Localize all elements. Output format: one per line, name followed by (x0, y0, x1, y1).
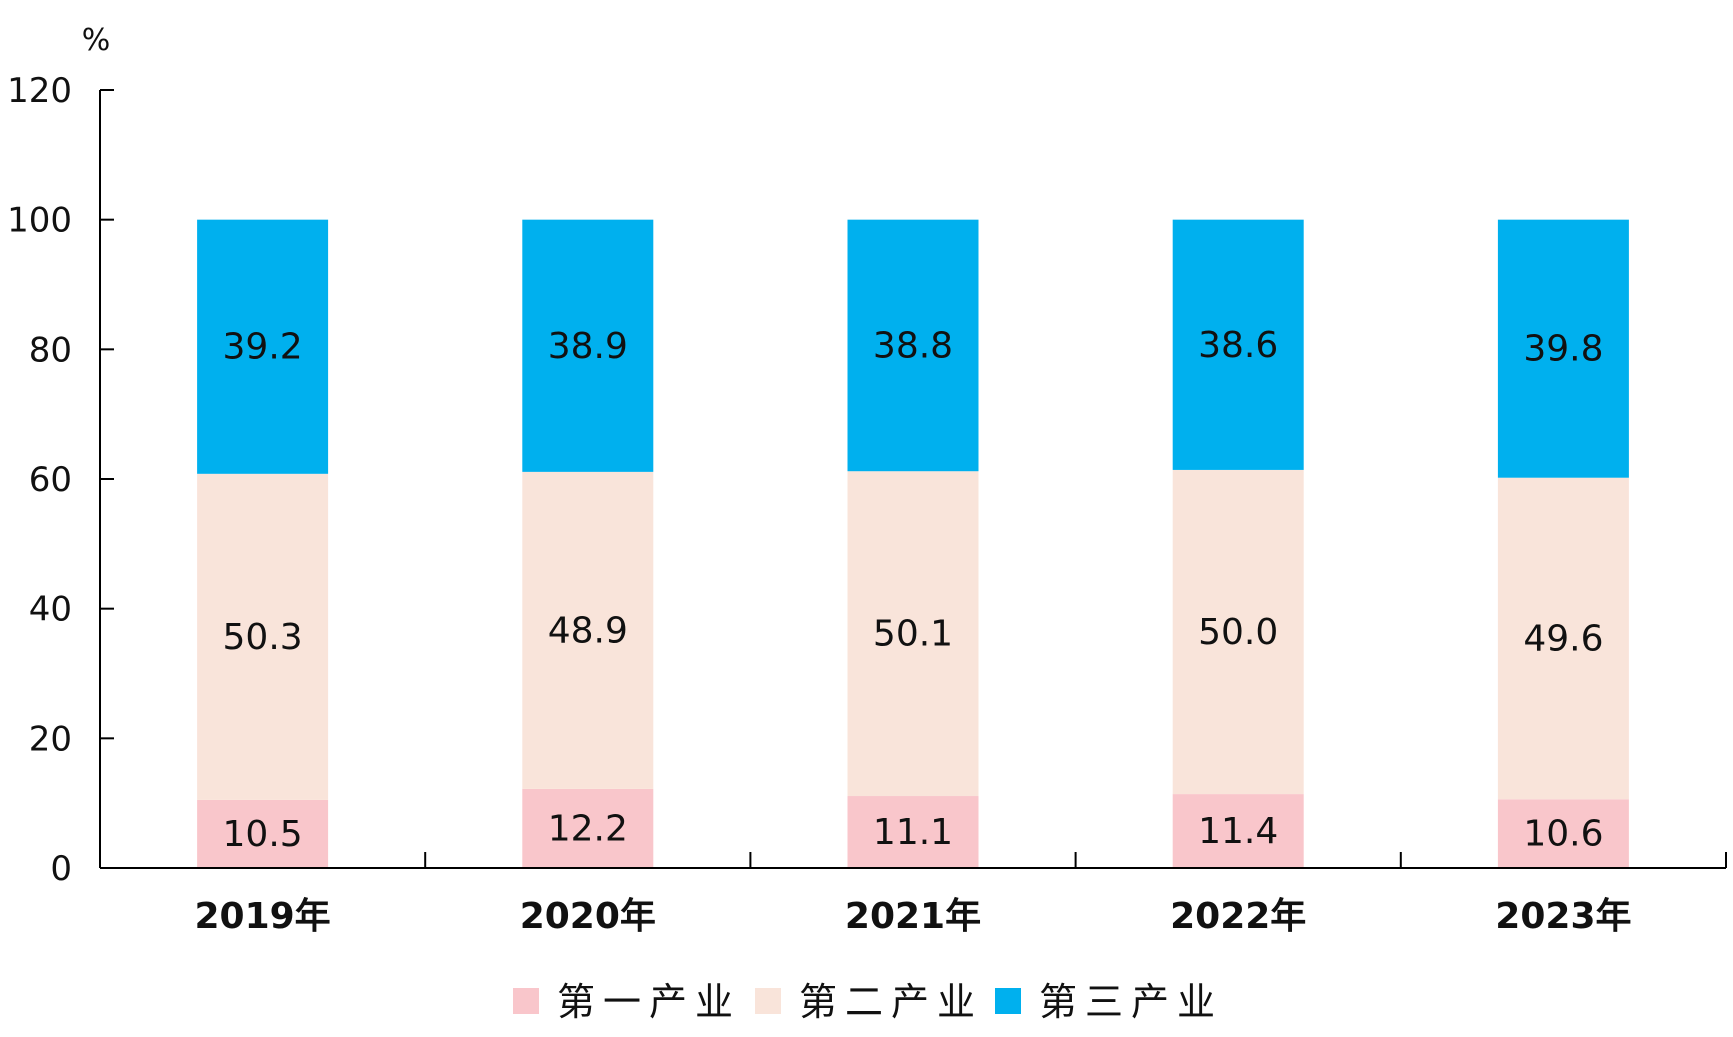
data-label: 38.6 (1198, 325, 1278, 366)
bar-segment-2 (197, 473, 329, 800)
bar-segment-3 (522, 219, 654, 472)
data-label: 39.2 (223, 327, 303, 368)
y-tick-label: 40 (29, 590, 72, 630)
bar-segment-3 (1497, 219, 1629, 478)
bar-segment-2 (1497, 477, 1629, 800)
y-tick-label: 20 (29, 719, 72, 759)
legend: 第一产业 第二产业 第三产业 (513, 980, 1223, 1024)
data-label: 50.0 (1198, 612, 1278, 653)
bar-segment-3 (847, 219, 979, 472)
data-label: 50.3 (223, 617, 303, 658)
bars-layer (197, 219, 1629, 868)
bar-segment-2 (522, 471, 654, 789)
x-tick-label: 2021年 (845, 896, 981, 937)
bar-segment-1 (197, 799, 329, 868)
y-tick-label: 100 (7, 201, 72, 241)
data-label: 39.8 (1523, 329, 1603, 370)
legend-label: 第三产业 (1039, 980, 1223, 1024)
legend-label: 第二产业 (799, 980, 983, 1024)
bar-segment-1 (522, 788, 654, 868)
bar-segment-2 (847, 471, 979, 797)
data-label: 11.4 (1198, 811, 1278, 852)
data-label: 50.1 (873, 614, 953, 655)
y-tick-label: 120 (7, 71, 72, 111)
legend-label: 第一产业 (557, 980, 741, 1024)
legend-swatch-2 (755, 988, 781, 1014)
y-tick-label: 80 (29, 330, 72, 370)
data-label: 49.6 (1523, 618, 1603, 659)
bar-segment-1 (1497, 799, 1629, 868)
x-tick-label: 2019年 (194, 896, 330, 937)
data-label: 48.9 (548, 610, 628, 651)
legend-swatch-3 (995, 988, 1021, 1014)
data-label: 38.8 (873, 325, 953, 366)
y-tick-label: 60 (29, 460, 72, 500)
data-label: 10.6 (1523, 814, 1603, 855)
bar-segment-3 (1172, 219, 1304, 470)
bar-segment-1 (847, 796, 979, 868)
bar-segment-1 (1172, 794, 1304, 868)
legend-swatch-1 (513, 988, 539, 1014)
bar-segment-3 (197, 219, 329, 474)
x-tick-label: 2023年 (1495, 896, 1631, 937)
x-tick-label: 2020年 (520, 896, 656, 937)
bar-segment-2 (1172, 469, 1304, 795)
axes-layer (99, 89, 1727, 869)
x-tick-label: 2022年 (1170, 896, 1306, 937)
labels-layer: 10.5 50.3 39.2 2019年 12.2 48.9 38.9 2020年 11.1 50… (7, 23, 1631, 937)
data-label: 11.1 (873, 812, 953, 853)
data-label: 10.5 (223, 814, 303, 855)
data-label: 38.9 (548, 326, 628, 367)
y-tick-label: 0 (50, 849, 72, 889)
data-label: 12.2 (548, 808, 628, 849)
y-axis-unit: % (82, 23, 111, 58)
